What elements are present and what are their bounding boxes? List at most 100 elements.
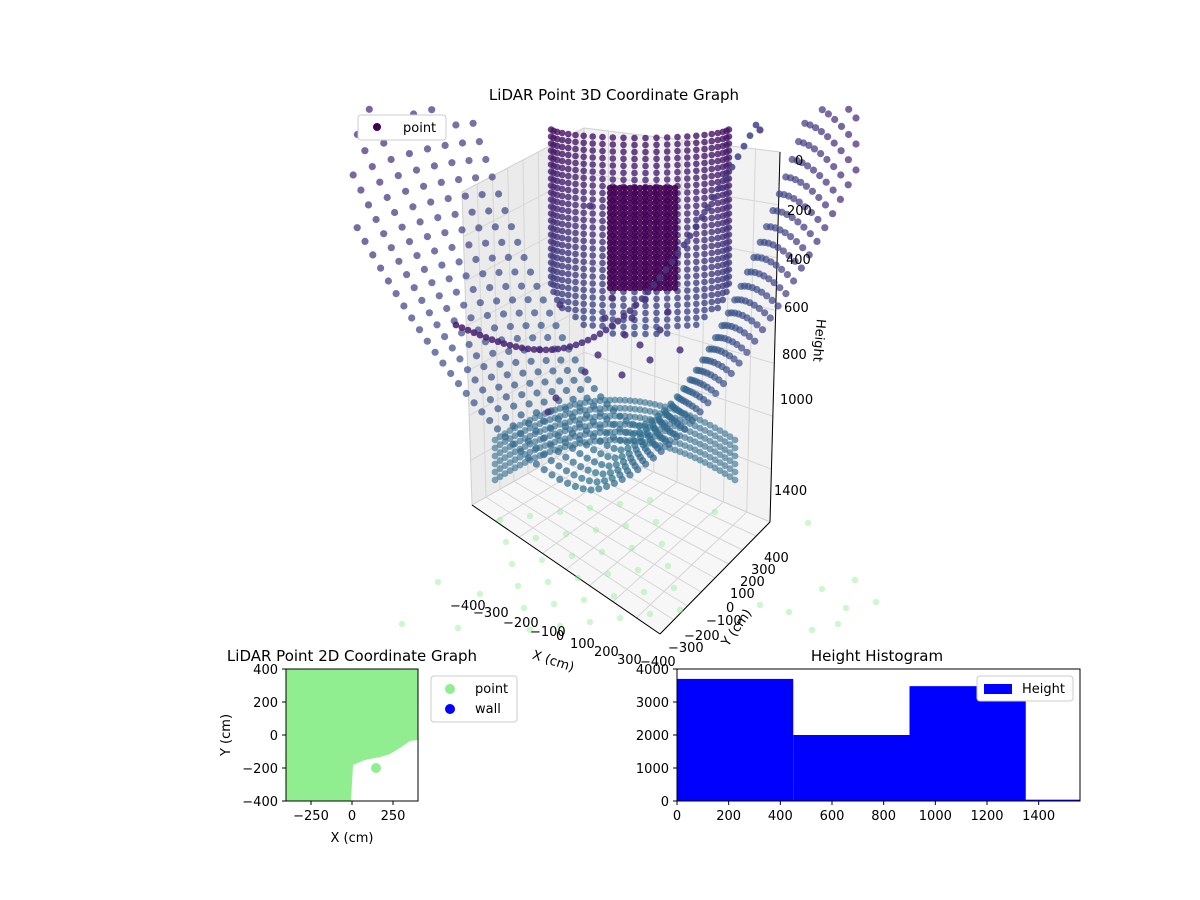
structure-point	[548, 346, 556, 354]
surface-point	[405, 150, 413, 158]
surface-point	[465, 241, 473, 249]
structure-point	[572, 173, 579, 181]
shadow-point	[476, 590, 484, 598]
structure-point	[725, 280, 733, 287]
structure-point	[599, 154, 606, 162]
surface-point	[372, 215, 380, 224]
structure-point	[530, 346, 538, 353]
structure-point	[641, 239, 649, 247]
structure-point	[626, 209, 634, 217]
surface-point	[606, 436, 614, 444]
structure-point	[572, 292, 579, 300]
structure-point	[671, 279, 679, 287]
structure-point	[646, 356, 654, 364]
surface-point	[721, 446, 729, 453]
structure-point	[572, 222, 579, 230]
structure-point	[599, 301, 606, 309]
structure-point	[725, 154, 733, 161]
grid-line	[565, 481, 678, 570]
structure-point	[553, 226, 561, 234]
surface-point	[617, 446, 625, 454]
structure-point	[589, 147, 596, 154]
surface-point	[478, 408, 486, 416]
surface-point	[601, 396, 609, 404]
structure-point	[725, 140, 733, 147]
surface-point	[455, 176, 463, 184]
surface-point	[496, 441, 504, 449]
structure-point	[708, 298, 715, 306]
structure-point	[553, 247, 561, 255]
surface-point	[380, 230, 388, 238]
structure-point	[572, 145, 579, 153]
surface-point	[533, 282, 541, 290]
surface-point	[491, 476, 499, 484]
surface-point	[837, 122, 846, 130]
surface-point	[517, 411, 525, 419]
structure-point	[714, 199, 722, 207]
surface-point	[731, 296, 739, 304]
surface-point	[403, 271, 411, 279]
structure-point	[611, 254, 619, 262]
chart-2d: LiDAR Point 2D Coordinate Graph 400 200 …	[219, 647, 518, 846]
structure-point	[565, 277, 572, 285]
surface-point	[510, 381, 519, 389]
structure-point	[553, 163, 561, 171]
structure-point	[671, 184, 679, 192]
surface-point	[596, 429, 604, 436]
structure-point	[734, 153, 742, 161]
structure-point	[651, 219, 659, 227]
structure-point	[626, 284, 634, 292]
surface-point	[706, 429, 714, 437]
surface-point	[751, 337, 759, 345]
surface-point	[737, 282, 745, 290]
surface-point	[616, 412, 624, 420]
structure-point	[668, 258, 676, 266]
structure-point	[565, 291, 572, 299]
surface-point	[496, 360, 504, 368]
structure-point	[589, 140, 596, 147]
structure-point	[631, 194, 639, 202]
structure-point	[611, 229, 619, 237]
z-tick: 0	[795, 154, 803, 169]
structure-point	[589, 238, 596, 245]
structure-point	[553, 142, 561, 150]
z-axis-ticks: 0 200 400 600 800 1000 1400	[774, 154, 813, 499]
surface-point	[745, 333, 754, 341]
structure-point	[646, 234, 654, 242]
structure-point	[589, 133, 596, 140]
structure-point	[708, 305, 715, 313]
shadow-point	[842, 604, 850, 612]
surface-point	[605, 462, 613, 470]
structure-point	[589, 196, 596, 203]
structure-point	[684, 196, 691, 203]
surface-point	[516, 421, 524, 429]
surface-point	[815, 193, 823, 202]
surface-point	[506, 443, 514, 450]
surface-point	[526, 268, 535, 276]
structure-point	[609, 309, 617, 316]
structure-point	[609, 302, 617, 309]
structure-point	[646, 249, 654, 257]
structure-point	[553, 219, 561, 227]
structure-point	[565, 200, 572, 208]
surface-point	[611, 436, 619, 444]
structure-point	[651, 224, 659, 232]
surface-point	[577, 463, 585, 471]
surface-point	[571, 356, 579, 364]
structure-point	[701, 138, 708, 146]
surface-point	[516, 453, 524, 461]
surface-point	[387, 155, 395, 164]
shadow-point	[616, 614, 624, 622]
surface-point	[506, 467, 514, 474]
structure-point	[470, 329, 478, 337]
structure-point	[606, 204, 614, 212]
structure-point	[656, 274, 664, 282]
surface-point	[611, 412, 619, 420]
structure-point	[701, 229, 708, 237]
surface-point	[491, 452, 499, 460]
structure-point	[693, 195, 700, 203]
structure-point	[626, 254, 634, 262]
structure-point	[644, 288, 652, 296]
structure-point	[621, 214, 629, 222]
structure-point	[693, 209, 700, 217]
